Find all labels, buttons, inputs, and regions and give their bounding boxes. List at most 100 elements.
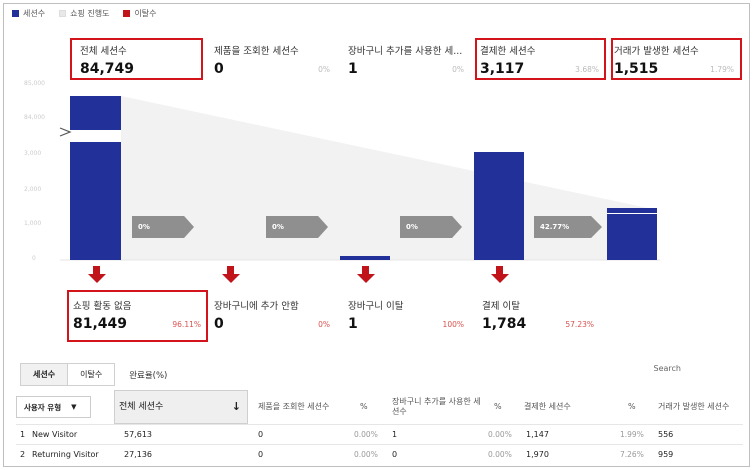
drop-value: 1 [348, 316, 358, 332]
cell-transactions: 556 [658, 430, 674, 439]
column-header-checkout[interactable]: 결제한 세션수 [524, 402, 571, 412]
legend-label-sessions: 세션수 [23, 9, 46, 18]
metric-value: 1,515 [614, 61, 659, 77]
drop-no-cart[interactable]: 장바구니에 추가 안함 0 0% [214, 298, 336, 332]
highlight-box-no-activity [67, 290, 208, 342]
y-tick: 1,000 [24, 220, 42, 227]
legend-item-exits: 이탈수 [123, 8, 157, 19]
bar-total-upper[interactable] [70, 96, 121, 130]
row-user-type[interactable]: New Visitor [32, 430, 78, 439]
metric-label: 제품을 조회한 세션수 [214, 46, 299, 57]
column-header-transactions[interactable]: 거래가 발생한 세션수 [658, 402, 730, 412]
row-index: 2 [20, 450, 26, 459]
cell-viewed: 0 [258, 450, 264, 459]
metric-product-viewed[interactable]: 제품을 조회한 세션수 0 0% [214, 43, 336, 77]
drop-value: 1,784 [482, 316, 527, 332]
cell-total: 27,136 [124, 450, 152, 459]
metric-transactions[interactable]: 거래가 발생한 세션수 1,515 1.79% [614, 43, 738, 77]
exit-arrow-icon [357, 274, 375, 283]
y-tick: 3,000 [24, 150, 42, 157]
drop-pct: 0% [318, 320, 330, 329]
row-index: 1 [20, 430, 26, 439]
exit-arrow-icon [93, 266, 100, 274]
chevron-down-icon: ▼ [71, 403, 77, 411]
cell-transactions: 959 [658, 450, 674, 459]
sort-down-arrow-icon: ↓ [231, 400, 241, 414]
cell-cart: 1 [392, 430, 398, 439]
cell-checkout: 1,147 [526, 430, 549, 439]
metric-tabs: 세션수 이탈수 완료율(%) [20, 363, 167, 386]
y-tick: 0 [32, 255, 36, 262]
legend-item-sessions: 세션수 [12, 8, 45, 19]
legend: 세션수 쇼핑 진행도 이탈수 [12, 8, 157, 19]
metric-pct: 0% [452, 65, 464, 74]
metric-label: 장바구니 추가를 사용한 세... [348, 46, 463, 57]
drop-no-activity[interactable]: 쇼핑 활동 없음 81,449 96.11% [73, 298, 205, 332]
column-header-total-sessions[interactable]: 전체 세션수 ↓ [114, 390, 248, 424]
table-row[interactable]: 1 New Visitor 57,613 0 0.00% 1 0.00% 1,1… [16, 424, 743, 444]
tab-exits[interactable]: 이탈수 [68, 363, 116, 386]
cell-cart: 0 [392, 450, 398, 459]
column-header-cart[interactable]: 장바구니 추가를 사용한 세션수 [392, 397, 481, 416]
bar-total-lower[interactable] [70, 142, 121, 260]
drop-value: 81,449 [73, 316, 128, 332]
metric-pct: 1.79% [710, 65, 734, 74]
drop-cart-abandon[interactable]: 장바구니 이탈 1 100% [348, 298, 470, 332]
highlight-box-checkout [475, 38, 606, 80]
metric-value: 0 [214, 61, 224, 77]
cell-viewed-pct: 0.00% [354, 430, 378, 439]
exit-arrow-icon [222, 274, 240, 283]
bar-checkout[interactable] [474, 152, 524, 260]
exit-arrow-icon [491, 274, 509, 283]
column-header-pct[interactable]: % [628, 402, 636, 412]
transition-arrow: 42.77% [534, 216, 602, 238]
cell-checkout: 1,970 [526, 450, 549, 459]
cell-cart-pct: 0.00% [488, 430, 512, 439]
metric-checkout[interactable]: 결제한 세션수 3,117 3.68% [480, 43, 603, 77]
search-link[interactable]: Search [653, 364, 681, 373]
metric-label: 거래가 발생한 세션수 [614, 46, 699, 57]
y-tick: 84,000 [24, 114, 45, 121]
drop-label: 장바구니에 추가 안함 [214, 301, 299, 312]
column-header-viewed[interactable]: 제품을 조회한 세션수 [258, 402, 330, 412]
drop-label: 장바구니 이탈 [348, 301, 404, 312]
tab-sessions[interactable]: 세션수 [20, 363, 69, 386]
metric-cart-added[interactable]: 장바구니 추가를 사용한 세... 1 0% [348, 43, 470, 77]
exit-arrow-icon [227, 266, 234, 274]
transition-arrow: 0% [400, 216, 462, 238]
metric-pct: 3.68% [575, 65, 599, 74]
legend-label-exits: 이탈수 [134, 9, 157, 18]
cell-cart-pct: 0.00% [488, 450, 512, 459]
tab-completion[interactable]: 완료율(%) [129, 370, 168, 381]
cell-total: 57,613 [124, 430, 152, 439]
transition-arrow: 0% [132, 216, 194, 238]
column-header-pct[interactable]: % [360, 402, 368, 412]
row-user-type[interactable]: Returning Visitor [32, 450, 99, 459]
highlight-box-total [70, 38, 203, 80]
legend-label-progress: 쇼핑 진행도 [70, 9, 110, 18]
legend-item-progress: 쇼핑 진행도 [59, 8, 109, 19]
bar-transactions[interactable] [607, 208, 657, 260]
bar-divider [607, 213, 657, 214]
legend-swatch-progress [59, 10, 67, 17]
legend-swatch-exits [123, 10, 131, 17]
transition-arrow: 0% [266, 216, 328, 238]
metric-pct: 0% [318, 65, 330, 74]
exit-arrow-icon [362, 266, 369, 274]
drop-pct: 100% [442, 320, 464, 329]
column-header-pct[interactable]: % [494, 402, 502, 412]
metric-total-sessions[interactable]: 전체 세션수 84,749 [80, 43, 200, 77]
cell-viewed-pct: 0.00% [354, 450, 378, 459]
dimension-dropdown-label: 사용자 유형 [24, 402, 62, 412]
drop-checkout-abandon[interactable]: 결제 이탈 1,784 57.23% [482, 298, 600, 332]
table-row[interactable]: 2 Returning Visitor 27,136 0 0.00% 0 0.0… [16, 444, 743, 464]
cell-checkout-pct: 1.99% [620, 430, 644, 439]
legend-swatch-sessions [12, 10, 19, 17]
metric-value: 84,749 [80, 61, 135, 77]
exit-arrow-icon [496, 266, 503, 274]
y-tick: 85,000 [24, 80, 45, 87]
drop-value: 0 [214, 316, 224, 332]
drop-label: 쇼핑 활동 없음 [73, 301, 132, 312]
bar-cart-added[interactable] [340, 256, 390, 260]
dimension-dropdown[interactable]: 사용자 유형 ▼ [16, 396, 91, 418]
